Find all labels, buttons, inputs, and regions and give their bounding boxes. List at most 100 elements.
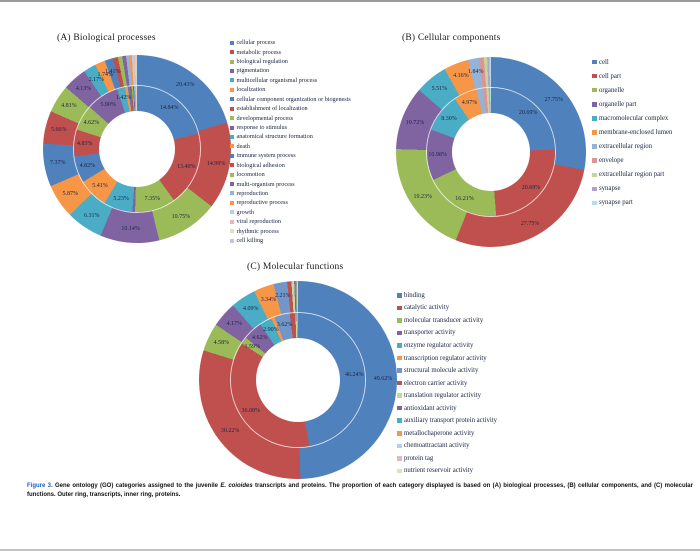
legend-A: cellular process metabolic process biologi…: [230, 38, 351, 245]
legend-item: metallochaperone activity: [397, 427, 497, 440]
legend-label: reproductive process: [236, 199, 288, 207]
legend-item: molecular transducer activity: [397, 314, 497, 327]
caption-text-2: transcripts and proteins. The proportion…: [27, 483, 693, 498]
legend-label: reproduction: [236, 189, 269, 197]
legend-label: translation regulator activity: [404, 392, 482, 400]
legend-item: reproductive process: [230, 198, 351, 207]
legend-item: death: [230, 142, 351, 151]
legend-label: catalytic activity: [404, 304, 450, 312]
slice-label-outer: 4.58%: [213, 340, 230, 347]
legend-label: growth: [236, 208, 255, 216]
legend-swatch: [230, 134, 234, 139]
legend-swatch: [230, 200, 234, 205]
legend-item: anatomical structure formation: [230, 132, 351, 141]
legend-B: cell cell part organelle organelle part macr…: [592, 55, 672, 210]
legend-item: macromolecular complex: [592, 111, 672, 125]
legend-item: multicellular organismal process: [230, 76, 351, 85]
legend-item: response to stimulus: [230, 123, 351, 132]
chart-A-title: (A) Biological processes: [57, 33, 156, 43]
legend-swatch: [592, 200, 597, 206]
legend-swatch: [230, 153, 234, 158]
legend-item: antioxidant activity: [397, 402, 497, 415]
legend-item: localization: [230, 85, 351, 94]
legend-swatch: [592, 172, 597, 178]
legend-item: pigmentation: [230, 66, 351, 75]
slice-label-inner: 4.62%: [252, 335, 268, 342]
legend-swatch: [230, 59, 234, 64]
legend-label: cell killing: [236, 237, 264, 245]
legend-swatch: [397, 418, 402, 423]
legend-item: establishment of localization: [230, 104, 351, 113]
slice-label-outer: 1.84%: [468, 68, 484, 75]
legend-swatch: [592, 73, 597, 79]
legend-label: cellular process: [236, 39, 276, 47]
legend-item: immune system process: [230, 151, 351, 160]
legend-label: synapse part: [599, 199, 633, 207]
legend-swatch: [397, 343, 402, 348]
legend-item: biological adhesion: [230, 160, 351, 169]
legend-swatch: [397, 405, 402, 411]
legend-item: cellular process: [230, 38, 351, 47]
slice-label-outer: 6.31%: [84, 212, 100, 219]
legend-label: synapse: [599, 185, 621, 193]
legend-item: cell killing: [230, 236, 351, 245]
legend-item: organelle part: [592, 97, 672, 111]
slice-label-inner: 1.59%: [244, 343, 261, 350]
legend-item: electron carrier activity: [397, 377, 497, 390]
legend-swatch: [397, 380, 402, 386]
slice-label-inner: 16.21%: [455, 195, 474, 202]
caption-figure-label: Figure 3.: [27, 483, 53, 489]
slice-label-outer: 49.62%: [373, 376, 393, 382]
caption-species-name: E. coioides: [220, 483, 253, 489]
slice-label-outer: 7.37%: [49, 160, 66, 166]
donut-hole-C: [256, 338, 340, 422]
legend-label: multicellular organismal process: [236, 76, 318, 84]
slice-label-outer: 1.74%: [97, 72, 113, 78]
slice-label-inner: 13.40%: [177, 163, 196, 170]
legend-item: metabolic process: [230, 47, 351, 56]
legend-swatch: [230, 125, 234, 130]
slice-label-outer: 2.21%: [274, 293, 291, 300]
legend-swatch: [592, 144, 597, 149]
legend-swatch: [230, 40, 234, 45]
legend-item: chemoattractant activity: [397, 440, 497, 453]
legend-label: response to stimulus: [236, 124, 288, 131]
chart-B-title: (B) Cellular components: [402, 33, 501, 43]
legend-swatch: [230, 210, 234, 215]
legend-swatch: [230, 78, 234, 83]
legend-label: establishment of localization: [236, 105, 308, 113]
legend-item: developmental process: [230, 113, 351, 122]
legend-item: locomotion: [230, 170, 351, 179]
legend-item: protein tag: [397, 452, 497, 465]
slice-label-outer: 5.87%: [62, 190, 78, 197]
legend-label: auxiliary transport protein activity: [404, 417, 498, 425]
slice-label-outer: 10.75%: [171, 213, 191, 220]
slice-label-outer: 1.41%: [104, 69, 121, 76]
legend-label: chemoattractant activity: [404, 442, 470, 450]
slice-label-inner: 4.97%: [461, 100, 478, 106]
legend-label: cell: [599, 58, 609, 66]
legend-label: metallochaperone activity: [404, 429, 475, 437]
chart-C-title: (C) Molecular functions: [247, 262, 344, 272]
slice-label-inner: 20.69%: [521, 184, 541, 191]
legend-swatch: [230, 182, 234, 187]
legend-swatch: [397, 368, 402, 373]
slice-label-inner: 10.98%: [428, 151, 447, 158]
legend-swatch: [230, 163, 234, 168]
legend-swatch: [397, 305, 402, 311]
legend-item: binding: [397, 289, 497, 302]
legend-label: macromolecular complex: [599, 114, 669, 122]
legend-swatch: [397, 456, 402, 461]
legend-swatch: [230, 68, 234, 73]
legend-label: immune system process: [236, 152, 296, 160]
legend-label: rhythmic process: [236, 227, 279, 235]
legend-swatch: [230, 219, 234, 224]
legend-swatch: [230, 87, 234, 92]
legend-label: multi-organism process: [236, 180, 295, 188]
legend-label: enzyme regulator activity: [404, 341, 474, 349]
legend-item: catalytic activity: [397, 302, 497, 315]
slice-label-inner: 14.84%: [159, 104, 179, 111]
